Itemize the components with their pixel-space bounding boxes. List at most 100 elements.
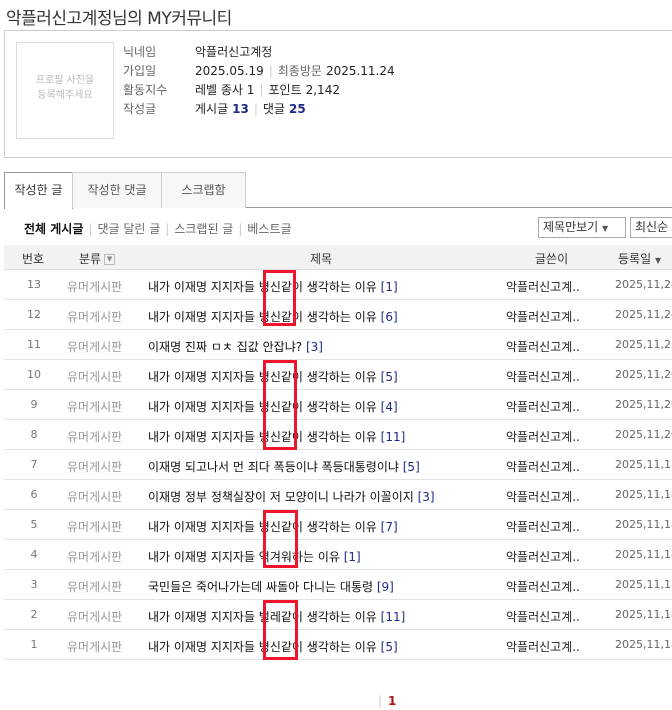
dropdown-icon[interactable]: ▼ [104,254,116,265]
view-mode-select[interactable]: 제목만보기 ▼ [538,217,626,238]
post-title-link[interactable]: 국민들은 죽어나가는데 싸돌아 다니는 대통령 [9] [148,578,394,595]
post-title-link[interactable]: 내가 이재명 지지자들 벌레같이 생각하는 이유 [11] [148,608,405,625]
header-date[interactable]: 등록일 ▼ [618,250,661,267]
post-number: 5 [30,518,38,531]
tab-scraps[interactable]: 스크랩함 [161,172,246,208]
comment-count[interactable]: [6] [380,310,398,324]
post-category[interactable]: 유머게시판 [67,610,123,624]
post-title-link[interactable]: 이재명 되고나서 먼 죄다 폭등이냐 폭등대통령이냐 [5] [148,458,420,475]
post-title-link[interactable]: 이재명 정부 정책실장이 저 모양이니 나라가 이꼴이지 [3] [148,488,435,505]
post-title-link[interactable]: 내가 이재명 지지자들 병신같이 생각하는 이유 [5] [148,368,398,385]
post-category[interactable]: 유머게시판 [67,430,123,444]
post-title-link[interactable]: 내가 이재명 지지자들 역겨워하는 이유 [1] [148,548,361,565]
post-title[interactable]: 이재명 진짜 ㅁㅊ 집값 안잡냐? [148,340,303,354]
post-title[interactable]: 내가 이재명 지지자들 병신같이 생각하는 이유 [148,370,377,384]
post-author[interactable]: 악플러신고계.. [506,640,580,654]
comment-count[interactable]: [1] [343,550,361,564]
filter-commented[interactable]: 댓글 달린 글 [97,222,161,236]
post-date: 2025,11,18 [615,578,672,591]
comment-count[interactable]: [11] [380,430,406,444]
post-number: 1 [30,638,38,651]
post-title-link[interactable]: 내가 이재명 지지자들 병신같이 생각하는 이유 [6] [148,308,398,325]
post-title[interactable]: 이재명 정부 정책실장이 저 모양이니 나라가 이꼴이지 [148,490,414,504]
post-category[interactable]: 유머게시판 [67,310,123,324]
post-category[interactable]: 유머게시판 [67,280,123,294]
post-author[interactable]: 악플러신고계.. [506,490,580,504]
post-author[interactable]: 악플러신고계.. [506,400,580,414]
comment-count[interactable]: [5] [380,640,398,654]
page-title: 악플러신고계정님의 MY커뮤니티 [6,9,232,29]
post-title[interactable]: 내가 이재명 지지자들 벌레같이 생각하는 이유 [148,610,377,624]
post-title-link[interactable]: 이재명 진짜 ㅁㅊ 집값 안잡냐? [3] [148,338,323,355]
comment-count[interactable]: [5] [380,370,398,384]
tab-written-comments[interactable]: 작성한 댓글 [72,172,162,208]
table-row: 8 유머게시판 내가 이재명 지지자들 병신같이 생각하는 이유 [11] 악플… [4,420,672,450]
table-row: 7 유머게시판 이재명 되고나서 먼 죄다 폭등이냐 폭등대통령이냐 [5] 악… [4,450,672,480]
post-category[interactable]: 유머게시판 [67,460,123,474]
header-category[interactable]: 분류 ▼ [79,250,116,267]
comment-count[interactable]: [3] [417,490,435,504]
comment-count[interactable]: [1] [380,280,398,294]
filter-scrapped[interactable]: 스크랩된 글 [174,222,234,236]
comments-label: 댓글 [262,102,285,116]
post-category[interactable]: 유머게시판 [67,520,123,534]
post-title-link[interactable]: 내가 이재명 지지자들 병신같이 생각하는 이유 [11] [148,428,405,445]
post-author[interactable]: 악플러신고계.. [506,610,580,624]
post-author[interactable]: 악플러신고계.. [506,430,580,444]
post-title-link[interactable]: 내가 이재명 지지자들 병신같이 생각하는 이유 [1] [148,278,398,295]
post-date: 2025,11,18 [615,488,672,501]
post-title-link[interactable]: 내가 이재명 지지자들 병신같이 생각하는 이유 [7] [148,518,398,535]
post-author[interactable]: 악플러신고계.. [506,460,580,474]
post-category[interactable]: 유머게시판 [67,340,123,354]
comment-count[interactable]: [3] [305,340,323,354]
photo-placeholder-text: 등록해주세요 [37,90,93,101]
tab-written-posts[interactable]: 작성한 글 [4,172,73,209]
photo-placeholder-text: 프로필 사진을 [35,75,95,86]
post-number: 12 [27,308,41,321]
comment-count[interactable]: [11] [380,610,406,624]
post-author[interactable]: 악플러신고계.. [506,280,580,294]
post-title[interactable]: 내가 이재명 지지자들 병신같이 생각하는 이유 [148,640,377,654]
nickname: 악플러신고계정 [195,45,273,59]
post-title[interactable]: 내가 이재명 지지자들 병신같이 생각하는 이유 [148,520,377,534]
profile-photo-placeholder[interactable]: 프로필 사진을 등록해주세요 [16,42,114,139]
post-date: 2025,11,20 [615,368,672,381]
post-number: 9 [30,398,38,411]
post-title-link[interactable]: 내가 이재명 지지자들 병신같이 생각하는 이유 [5] [148,638,398,655]
comment-count[interactable]: [9] [376,580,394,594]
post-category[interactable]: 유머게시판 [67,400,123,414]
post-number: 8 [30,428,38,441]
post-title[interactable]: 내가 이재명 지지자들 병신같이 생각하는 이유 [148,430,377,444]
post-number: 11 [27,338,41,351]
post-title[interactable]: 내가 이재명 지지자들 역겨워하는 이유 [148,550,340,564]
post-date: 2025,11,18 [615,548,672,561]
page-1[interactable]: 1 [388,694,397,708]
post-title[interactable]: 내가 이재명 지지자들 병신같이 생각하는 이유 [148,280,377,294]
post-author[interactable]: 악플러신고계.. [506,340,580,354]
sort-select[interactable]: 최신순 [630,217,672,238]
comment-count[interactable]: [7] [380,520,398,534]
post-title[interactable]: 국민들은 죽어나가는데 싸돌아 다니는 대통령 [148,580,374,594]
filter-best[interactable]: 베스트글 [247,222,292,236]
filter-all-posts[interactable]: 전체 게시글 [24,222,84,236]
post-category[interactable]: 유머게시판 [67,580,123,594]
post-author[interactable]: 악플러신고계.. [506,310,580,324]
post-author[interactable]: 악플러신고계.. [506,370,580,384]
pagination: | 1 [378,694,397,708]
post-author[interactable]: 악플러신고계.. [506,520,580,534]
post-category[interactable]: 유머게시판 [67,640,123,654]
post-title[interactable]: 내가 이재명 지지자들 병신같이 생각하는 이유 [148,400,377,414]
post-number: 3 [30,578,38,591]
comment-count[interactable]: [4] [380,400,398,414]
post-title-link[interactable]: 내가 이재명 지지자들 병신같이 생각하는 이유 [4] [148,398,398,415]
post-category[interactable]: 유머게시판 [67,490,123,504]
points: 2,142 [305,82,340,97]
post-author[interactable]: 악플러신고계.. [506,580,580,594]
comment-count[interactable]: [5] [402,460,420,474]
table-row: 2 유머게시판 내가 이재명 지지자들 벌레같이 생각하는 이유 [11] 악플… [4,600,672,630]
post-category[interactable]: 유머게시판 [67,370,123,384]
post-author[interactable]: 악플러신고계.. [506,550,580,564]
post-title[interactable]: 내가 이재명 지지자들 병신같이 생각하는 이유 [148,310,377,324]
post-category[interactable]: 유머게시판 [67,550,123,564]
post-title[interactable]: 이재명 되고나서 먼 죄다 폭등이냐 폭등대통령이냐 [148,460,399,474]
